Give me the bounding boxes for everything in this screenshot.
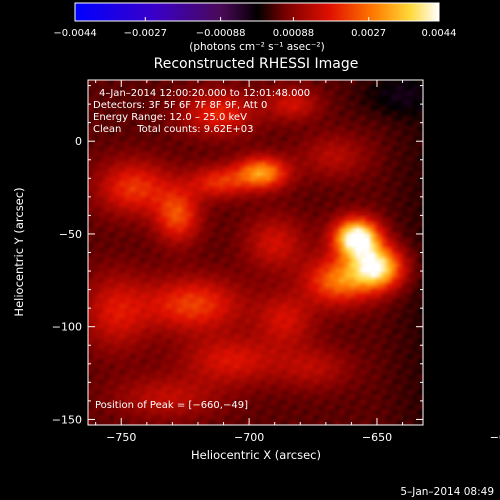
y-tick-label: −50 (59, 228, 82, 241)
colorbar-label: (photons cm⁻² s⁻¹ asec⁻²) (189, 41, 324, 53)
annotation-time-range: 4–Jan–2014 12:00:20.000 to 12:01:48.000 (99, 88, 310, 99)
y-tick-label: −150 (52, 413, 82, 426)
peak-position-label: Position of Peak = [−660,−49] (95, 400, 248, 411)
x-axis-label: Heliocentric X (arcsec) (191, 448, 321, 462)
annotation-detectors: Detectors: 3F 5F 6F 7F 8F 9F, Att 0 (93, 100, 267, 111)
colorbar-tick-label: −0.00088 (196, 28, 246, 39)
annotation-clean-counts: Clean Total counts: 9.62E+03 (93, 124, 253, 135)
x-tick-label: −700 (234, 431, 264, 444)
footer-date: 5–Jan–2014 08:49 (400, 486, 494, 498)
y-tick-label: 0 (75, 135, 82, 148)
x-tick-label: −650 (362, 431, 392, 444)
colorbar (74, 2, 440, 22)
y-tick-label: −100 (52, 321, 82, 334)
colorbar-tick-label: 0.0044 (422, 28, 457, 39)
y-axis-label: Heliocentric Y (arcsec) (12, 187, 26, 316)
chart-title: Reconstructed RHESSI Image (154, 56, 359, 72)
annotation-energy-range: Energy Range: 12.0 – 25.0 keV (93, 112, 247, 123)
colorbar-tick-label: −0.0044 (53, 28, 96, 39)
colorbar-tick-label: −0.0027 (124, 28, 167, 39)
heatmap-image (88, 80, 423, 425)
x-tick-label: −600 (490, 431, 500, 444)
x-tick-label: −750 (106, 431, 136, 444)
axis-ticks: −750 −700 −650 −600 −150 −100 −50 0 (52, 80, 500, 444)
colorbar-ticks: −0.0044 −0.0027 −0.00088 0.00088 0.0027 0.004… (53, 17, 457, 39)
colorbar-tick-label: 0.0027 (351, 28, 386, 39)
colorbar-tick-label: 0.00088 (273, 28, 314, 39)
